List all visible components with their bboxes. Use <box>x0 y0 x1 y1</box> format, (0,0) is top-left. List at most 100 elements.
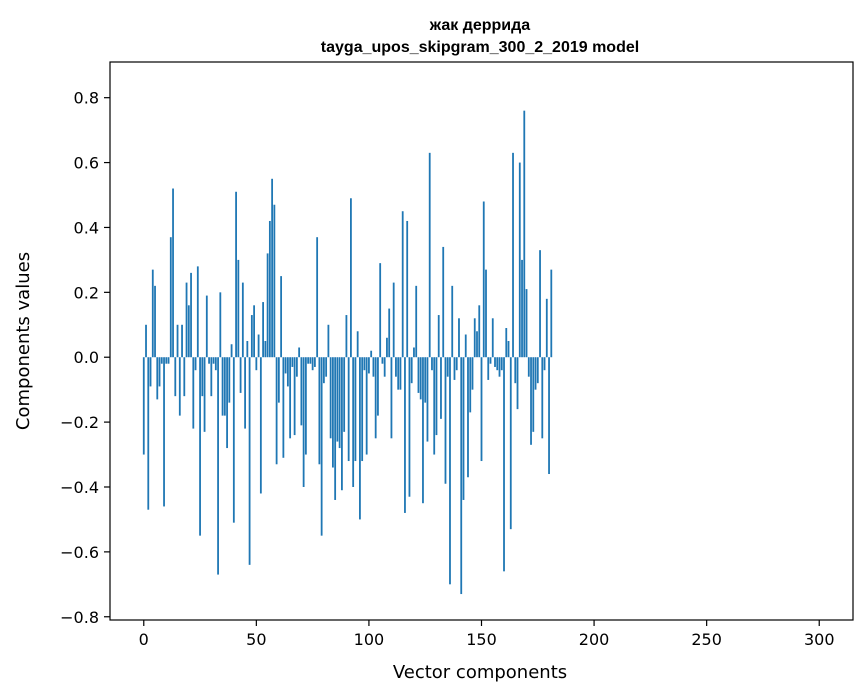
bar-106 <box>381 357 384 364</box>
bar-35 <box>221 357 224 416</box>
bar-173 <box>532 357 535 432</box>
bar-5 <box>154 285 156 358</box>
bar-149 <box>478 305 481 358</box>
bar-170 <box>525 289 528 358</box>
bar-137 <box>451 285 454 358</box>
bar-114 <box>399 357 402 390</box>
bar-55 <box>266 253 269 358</box>
bar-118 <box>408 357 411 497</box>
bar-11 <box>167 357 170 364</box>
bar-180 <box>548 357 550 475</box>
bar-165 <box>514 357 517 384</box>
bar-111 <box>392 282 395 358</box>
bar-91 <box>347 357 350 462</box>
bar-124 <box>422 357 424 504</box>
plot-frame <box>109 61 854 621</box>
bar-110 <box>390 357 393 439</box>
bar-177 <box>541 357 544 439</box>
bar-113 <box>397 357 400 390</box>
bar-135 <box>446 357 449 377</box>
bar-13 <box>172 188 174 358</box>
bar-71 <box>302 357 305 487</box>
bar-119 <box>410 357 413 384</box>
bar-40 <box>232 357 235 523</box>
bar-130 <box>435 357 438 436</box>
y-tick-label: −0.6 <box>60 543 99 562</box>
bar-1 <box>145 324 147 358</box>
bar-81 <box>325 357 328 377</box>
bar-92 <box>350 198 352 358</box>
bar-20 <box>187 305 190 358</box>
bar-87 <box>338 357 341 449</box>
bar-161 <box>505 328 508 358</box>
bar-17 <box>181 324 183 358</box>
bar-136 <box>449 357 451 585</box>
bar-56 <box>268 220 271 358</box>
bar-42 <box>237 259 240 358</box>
bar-85 <box>334 357 337 500</box>
bar-152 <box>485 269 487 358</box>
bar-153 <box>487 357 490 380</box>
bar-93 <box>352 357 355 487</box>
bar-160 <box>503 357 505 572</box>
bar-164 <box>512 152 514 358</box>
bar-144 <box>467 357 469 478</box>
bar-90 <box>345 315 348 358</box>
bar-88 <box>341 357 343 491</box>
bar-169 <box>523 110 526 358</box>
bar-53 <box>262 302 264 358</box>
bar-122 <box>417 357 420 393</box>
bar-126 <box>426 357 429 442</box>
x-axis-ticks: 0 50 100 150 200 250 300 <box>139 620 835 649</box>
x-tick-label: 250 <box>691 630 722 649</box>
bar-59 <box>275 357 278 465</box>
bar-75 <box>311 357 314 371</box>
bar-74 <box>309 357 312 364</box>
bar-68 <box>295 357 298 377</box>
bar-28 <box>205 295 208 358</box>
bar-23 <box>194 357 197 371</box>
y-axis-label: Components values <box>13 252 34 430</box>
bar-141 <box>460 357 463 595</box>
bar-54 <box>264 341 267 358</box>
bar-108 <box>386 337 388 358</box>
bar-179 <box>545 298 548 358</box>
y-tick-label: 0.2 <box>74 283 99 302</box>
bar-97 <box>361 357 364 462</box>
bar-29 <box>208 357 210 364</box>
bar-67 <box>293 357 296 436</box>
y-tick-label: −0.8 <box>60 608 99 627</box>
bar-49 <box>253 305 255 358</box>
bar-84 <box>332 357 334 468</box>
x-tick-label: 100 <box>354 630 385 649</box>
bar-148 <box>476 331 478 358</box>
bar-107 <box>383 357 386 377</box>
bar-121 <box>415 285 418 358</box>
bar-33 <box>217 357 219 575</box>
bar-98 <box>363 357 366 371</box>
bar-46 <box>246 341 249 358</box>
y-tick-label: 0.0 <box>74 348 99 367</box>
bar-2 <box>147 357 150 510</box>
chart-title: жак деррида <box>429 17 530 34</box>
bar-172 <box>530 357 532 445</box>
bar-166 <box>516 357 519 410</box>
bar-94 <box>354 357 357 462</box>
bar-44 <box>241 282 244 358</box>
bar-112 <box>395 357 397 377</box>
bar-15 <box>176 324 179 358</box>
bar-105 <box>379 263 382 358</box>
bar-24 <box>196 266 199 358</box>
bar-78 <box>318 357 321 465</box>
bar-61 <box>280 276 283 358</box>
y-axis-ticks: −0.8 −0.6 −0.4 −0.2 0.0 0.2 0.4 0.6 0.8 <box>60 89 110 627</box>
bar-83 <box>329 357 332 439</box>
bar-64 <box>286 357 289 387</box>
bar-178 <box>543 357 546 371</box>
bar-128 <box>431 357 433 371</box>
bar-171 <box>527 357 530 377</box>
bar-131 <box>437 315 440 358</box>
bar-45 <box>244 357 246 429</box>
bar-82 <box>327 324 330 358</box>
